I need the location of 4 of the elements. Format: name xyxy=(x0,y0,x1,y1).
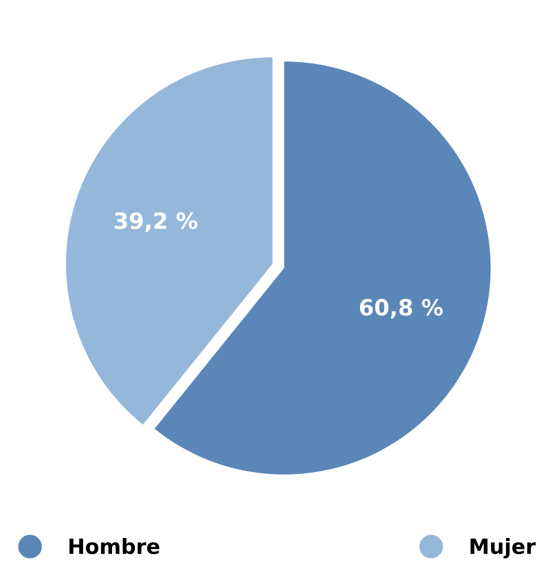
legend-label: Hombre xyxy=(69,538,160,554)
data-label: 39,2 % xyxy=(114,212,198,232)
data-label: 60,8 % xyxy=(360,298,443,319)
legend-label: Mujer xyxy=(470,538,536,558)
